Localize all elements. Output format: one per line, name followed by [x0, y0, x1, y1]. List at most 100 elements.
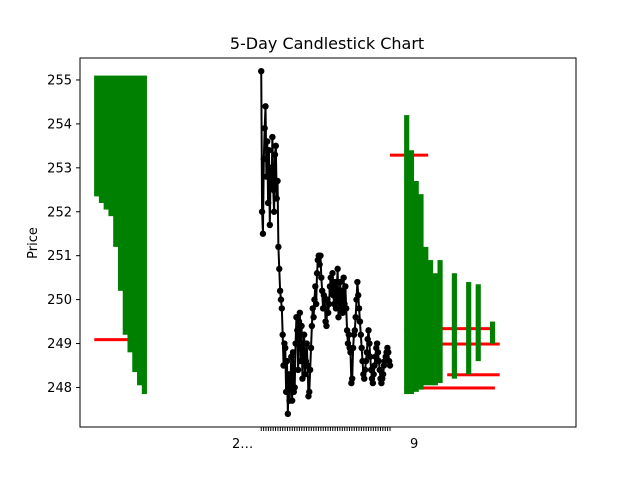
price-point	[278, 305, 286, 312]
price-point	[264, 138, 271, 145]
price-point	[324, 309, 332, 316]
price-point	[386, 362, 394, 369]
y-tick-label: 250	[47, 293, 72, 308]
candle-body	[404, 115, 410, 395]
plot-frame	[79, 57, 577, 428]
price-point	[279, 331, 286, 338]
price-point	[282, 388, 290, 396]
price-point	[369, 379, 377, 387]
candle-body	[489, 321, 496, 344]
price-point	[285, 371, 292, 378]
candle-body	[432, 273, 438, 386]
price-point	[272, 142, 280, 150]
y-tick-label: 253	[47, 161, 72, 176]
price-point	[267, 164, 274, 172]
price-point	[379, 371, 387, 378]
price-point	[288, 397, 296, 404]
price-point	[259, 230, 267, 237]
candle-body	[132, 75, 138, 373]
price-point	[284, 410, 292, 418]
price-point	[356, 318, 364, 325]
price-point	[276, 265, 283, 273]
price-point	[319, 305, 327, 312]
x-tick-label-start: 2…	[232, 437, 253, 452]
price-point	[300, 349, 307, 356]
price-point	[317, 252, 324, 259]
price-point	[266, 221, 274, 229]
price-point	[294, 366, 302, 374]
price-point	[258, 208, 266, 215]
price-point	[262, 103, 269, 110]
price-point	[271, 151, 279, 158]
y-tick-label: 251	[47, 249, 72, 264]
candle-body	[466, 282, 472, 375]
price-point	[334, 265, 341, 273]
price-point	[354, 278, 361, 286]
candle-body	[98, 75, 105, 203]
price-point	[330, 292, 337, 299]
candle-body	[418, 194, 424, 390]
price-point	[345, 331, 352, 338]
candle-body	[113, 75, 119, 247]
candle-body	[141, 75, 147, 395]
price-point	[306, 366, 314, 374]
price-point	[371, 362, 378, 369]
price-point	[312, 300, 320, 308]
price-point	[316, 261, 323, 268]
price-point	[333, 287, 340, 295]
price-point	[300, 331, 308, 338]
price-point	[374, 349, 382, 356]
candle-body	[413, 181, 419, 392]
price-point	[265, 147, 273, 154]
price-point	[261, 125, 268, 132]
candle-body	[137, 75, 143, 386]
price-point	[270, 208, 278, 215]
axes: 248 249 250 251 252 253 254 255	[47, 57, 577, 431]
candle-body-down	[404, 386, 495, 390]
price-point	[270, 186, 277, 193]
price-point	[287, 379, 294, 387]
price-point	[294, 327, 301, 334]
price-point	[349, 344, 357, 352]
price-point	[263, 173, 270, 180]
candle-body	[427, 260, 434, 386]
candle-body	[408, 150, 415, 395]
price-point	[277, 296, 285, 303]
price-point	[312, 283, 319, 290]
y-tick-label: 252	[47, 205, 72, 220]
candle-body-down	[94, 338, 142, 342]
price-point	[370, 371, 377, 378]
y-tick-label: 254	[47, 117, 72, 132]
candle-body	[103, 75, 109, 210]
price-point	[355, 305, 363, 312]
candle-body-down	[404, 327, 491, 331]
candle-body	[94, 75, 100, 197]
price-point	[358, 344, 365, 352]
price-point	[365, 327, 372, 334]
price-point	[289, 349, 297, 356]
candle-body	[108, 75, 114, 217]
y-tick-label: 248	[47, 381, 72, 396]
price-point	[363, 349, 371, 356]
candle-body	[127, 75, 133, 353]
price-point	[325, 300, 333, 308]
price-point	[313, 270, 321, 277]
candle-body	[451, 273, 457, 379]
price-point	[308, 322, 316, 330]
chart-title: 5-Day Candlestick Chart	[230, 34, 424, 53]
price-point	[318, 274, 325, 281]
candle-body-down	[447, 373, 500, 377]
price-point	[291, 384, 298, 391]
price-point	[367, 353, 374, 360]
price-point	[264, 199, 272, 207]
price-point	[338, 287, 346, 295]
price-point	[339, 309, 346, 316]
price-point	[274, 177, 281, 185]
price-point	[283, 357, 291, 365]
price-point	[276, 287, 284, 295]
price-point	[385, 349, 392, 356]
price-point	[335, 313, 342, 321]
price-point	[298, 322, 305, 330]
